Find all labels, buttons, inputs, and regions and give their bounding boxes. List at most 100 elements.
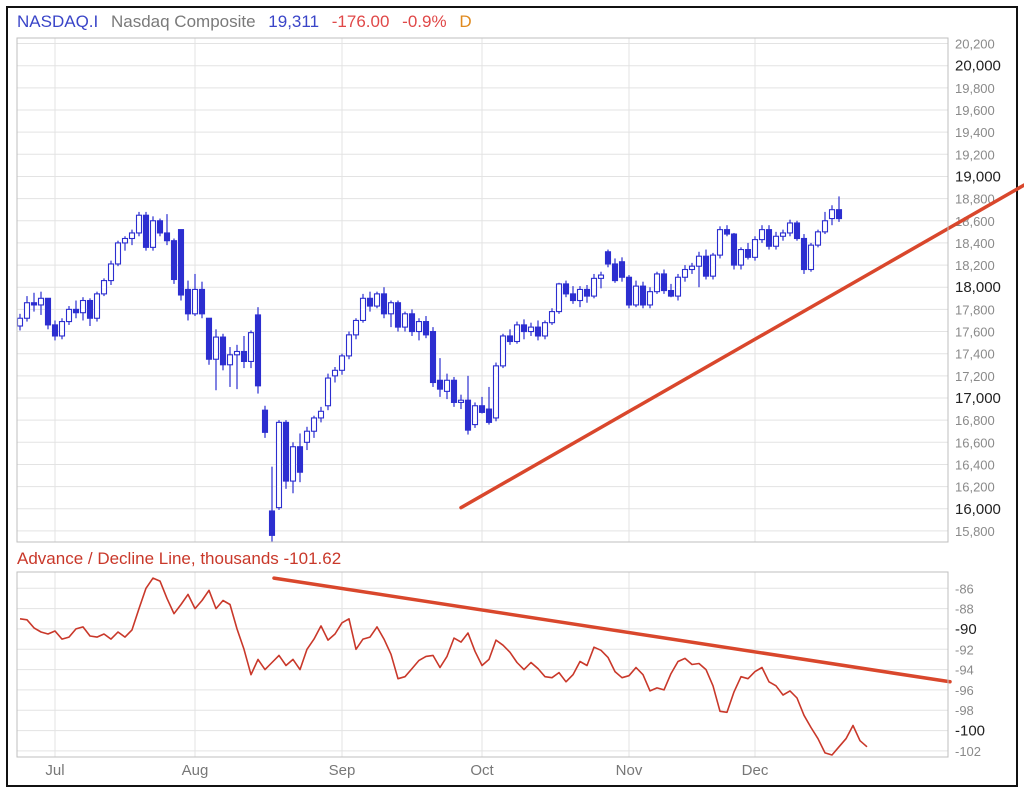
candle <box>562 280 570 298</box>
candle <box>296 433 304 483</box>
candle <box>786 219 794 237</box>
candle <box>464 375 472 435</box>
candle-body <box>156 220 164 234</box>
candle <box>597 271 605 289</box>
candle <box>268 466 276 542</box>
candle <box>317 406 325 423</box>
candle <box>779 229 787 241</box>
candle <box>233 344 241 390</box>
month-label: Jul <box>45 762 64 779</box>
candle-body <box>275 421 283 509</box>
candle-body <box>93 293 101 319</box>
candle-body <box>737 249 745 266</box>
candle <box>548 308 556 325</box>
candle-body <box>562 283 570 295</box>
candle <box>667 283 675 298</box>
candle <box>51 320 59 341</box>
candle <box>765 225 773 250</box>
candle-body <box>653 273 661 293</box>
candle-body <box>72 308 80 314</box>
candle <box>485 386 493 425</box>
candle <box>506 329 514 345</box>
candle-body <box>765 229 773 247</box>
candle <box>618 257 626 282</box>
candle-body <box>23 302 31 319</box>
candle-body <box>100 280 108 295</box>
candle-body <box>86 299 94 319</box>
candle-body <box>65 308 73 323</box>
candle <box>324 373 332 411</box>
candle <box>807 242 815 272</box>
price-panel-border <box>16 37 949 543</box>
price-panel: 15,800 16,000 16,200 16,400 16,600 16,800 17,0… <box>16 37 1024 543</box>
candle <box>72 300 80 319</box>
candle-body <box>114 242 122 265</box>
candle-body <box>429 330 437 384</box>
candle <box>422 316 430 339</box>
candle <box>261 405 269 438</box>
ad-line-title: Advance / Decline Line, thousands -101.6… <box>17 549 341 568</box>
candle <box>156 218 164 237</box>
candle-body <box>51 324 59 337</box>
price-tick-label: 18,800 <box>955 192 995 207</box>
candle-body <box>44 297 52 326</box>
price-tick-label: 18,000 <box>955 279 1001 296</box>
candle-body <box>555 283 563 313</box>
candle <box>737 247 745 270</box>
candle <box>58 318 66 340</box>
price-tick-label: 16,400 <box>955 457 995 472</box>
candle-body <box>821 220 829 233</box>
candle <box>282 420 290 489</box>
candle <box>674 273 682 301</box>
candle <box>352 318 360 340</box>
candle-body <box>772 235 780 247</box>
candle-body <box>786 222 794 234</box>
candle <box>828 205 836 226</box>
candle-body <box>576 288 584 302</box>
candle <box>177 229 185 301</box>
candle <box>499 333 507 369</box>
candle-body <box>625 276 633 306</box>
chart-frame <box>6 6 1018 787</box>
price-tick-label: 17,400 <box>955 347 995 362</box>
candle <box>744 242 752 260</box>
price-tick-label: 19,200 <box>955 147 995 162</box>
candle-body <box>828 209 836 220</box>
candle <box>660 269 668 294</box>
ad-tick-label: -88 <box>955 602 974 617</box>
candle <box>443 373 451 400</box>
candle-body <box>37 297 45 306</box>
price-tick-label: 19,400 <box>955 125 995 140</box>
price-tick-label: 17,200 <box>955 369 995 384</box>
candle <box>590 273 598 299</box>
price: 19,311 <box>268 12 319 31</box>
candle <box>191 273 199 317</box>
candle-body <box>534 326 542 337</box>
candle-body <box>597 274 605 279</box>
candle-body <box>261 409 269 433</box>
price-tick-label: 18,400 <box>955 236 995 251</box>
month-label: Dec <box>742 762 769 779</box>
candle-body <box>394 302 402 328</box>
candle-body <box>282 421 290 482</box>
candle <box>198 281 206 319</box>
price-tick-label: 19,800 <box>955 81 995 96</box>
candle-body <box>464 399 472 431</box>
price-tick-label: 19,000 <box>955 168 1001 185</box>
candle-body <box>317 410 325 419</box>
candle-body <box>814 231 822 246</box>
candle-body <box>345 334 353 357</box>
candle-body <box>471 405 479 426</box>
ad-y-axis: -86 -88 -90 -92 -94 -96 -98 -100 -102 <box>955 581 985 759</box>
ad-tick-label: -102 <box>955 744 981 759</box>
price-trendline <box>459 183 1024 510</box>
candle-body <box>163 232 171 242</box>
candle <box>247 330 255 369</box>
candle-body <box>751 239 759 258</box>
candle <box>471 402 479 428</box>
candle <box>751 236 759 261</box>
candle <box>121 236 129 251</box>
price-tick-label: 17,000 <box>955 390 1001 407</box>
candle-body <box>548 311 556 324</box>
candle-body <box>387 302 395 315</box>
